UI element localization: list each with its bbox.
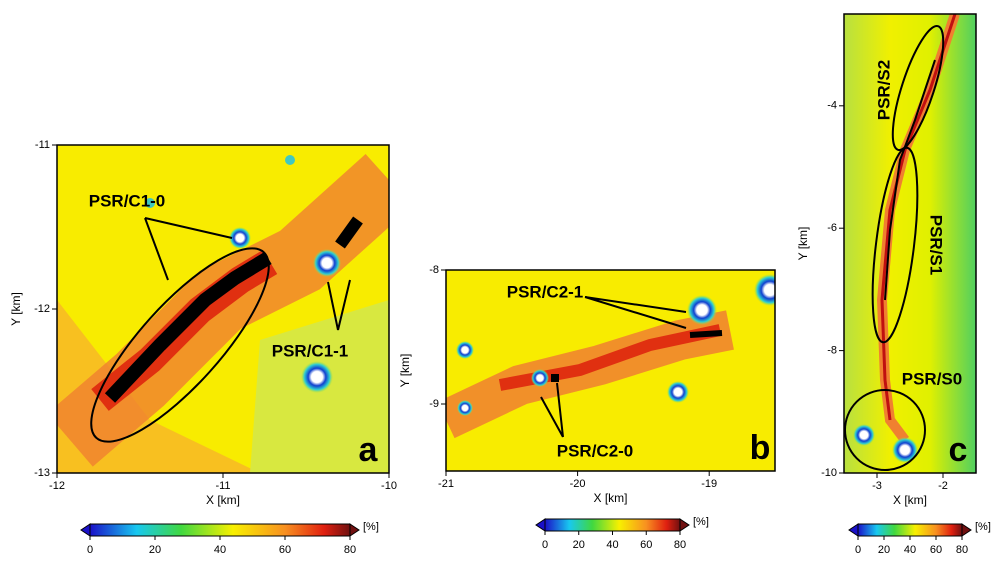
x-axis-label: X [km] (593, 491, 627, 505)
colorbar-tick-label: 80 (344, 544, 356, 556)
colorbar-tick-label: 0 (855, 544, 861, 556)
y-tick-label: -6 (827, 222, 837, 234)
y-tick-label: -11 (35, 139, 50, 151)
colorbar-high-arrow (349, 523, 360, 537)
colorbar-tick-label: 60 (640, 539, 652, 551)
annotation: PSR/C1-0 (89, 191, 166, 210)
panel-label: c (949, 431, 968, 469)
colorbar-tick-label: 40 (904, 544, 916, 556)
colorbar (89, 523, 351, 537)
colorbar-low-arrow (80, 523, 91, 537)
x-axis-label: X [km] (893, 493, 927, 507)
colorbar-tick-label: 0 (87, 544, 93, 556)
x-axis-label: X [km] (206, 493, 240, 507)
colorbar (857, 523, 963, 537)
colorbar-tick-label: 80 (956, 544, 968, 556)
colorbar-label: [%] (363, 521, 379, 533)
colorbar-high-arrow (679, 518, 690, 532)
colorbar-label: [%] (693, 516, 709, 528)
colorbar-tick-label: 80 (674, 539, 686, 551)
panel-label: a (359, 431, 379, 469)
y-tick-label: -4 (827, 100, 837, 112)
x-tick-label: -12 (49, 480, 65, 492)
y-tick-label: -8 (429, 264, 439, 276)
colorbar (544, 518, 681, 532)
colorbar-tick-label: 60 (279, 544, 291, 556)
x-tick-label: -10 (381, 480, 397, 492)
x-tick-label: -11 (215, 480, 230, 492)
map-c (844, 14, 976, 473)
colorbar-tick-label: 20 (573, 539, 585, 551)
x-tick-label: -21 (438, 478, 454, 490)
annotation: PSR/C2-1 (507, 282, 584, 301)
colorbar-tick-label: 0 (542, 539, 548, 551)
y-axis-label: Y [km] (9, 292, 23, 326)
x-tick-label: -3 (872, 480, 882, 492)
colorbar-high-arrow (961, 523, 972, 537)
colorbar-low-arrow (535, 518, 546, 532)
x-tick-label: -19 (701, 478, 717, 490)
panel-label: b (750, 429, 771, 467)
colorbar-low-arrow (848, 523, 859, 537)
x-tick-label: -20 (570, 478, 586, 490)
colorbar-tick-label: 60 (930, 544, 942, 556)
colorbar-label: [%] (975, 521, 991, 533)
annotation: PSR/S0 (902, 369, 962, 388)
annotation: PSR/S2 (874, 60, 893, 120)
y-tick-label: -12 (34, 303, 50, 315)
colorbar-tick-label: 40 (606, 539, 618, 551)
annotation: PSR/S1 (927, 215, 946, 275)
y-tick-label: -8 (827, 345, 837, 357)
annotation: PSR/C2-0 (557, 441, 634, 460)
colorbar-tick-label: 40 (214, 544, 226, 556)
y-tick-label: -9 (429, 398, 439, 410)
annotation: PSR/C1-1 (272, 341, 349, 360)
colorbar-tick-label: 20 (149, 544, 161, 556)
map-b (446, 270, 775, 471)
x-tick-label: -2 (938, 480, 948, 492)
y-tick-label: -13 (34, 467, 50, 479)
y-axis-label: Y [km] (796, 227, 810, 261)
colorbar-tick-label: 20 (878, 544, 890, 556)
y-tick-label: -10 (821, 467, 837, 479)
y-axis-label: Y [km] (398, 354, 412, 388)
